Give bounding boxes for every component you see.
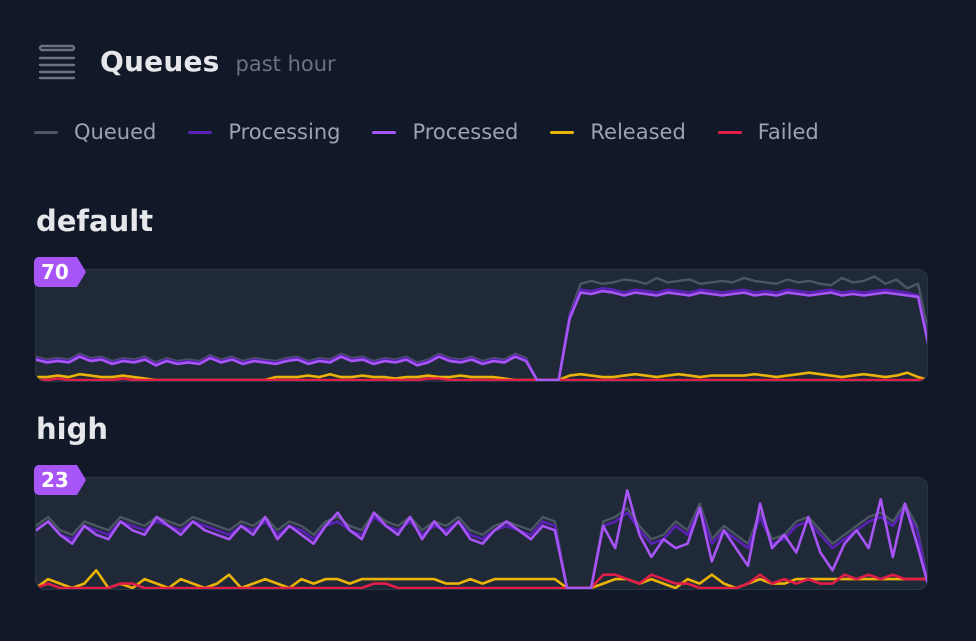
queue-chart-svg (36, 275, 927, 381)
max-value-badge: 70 (34, 257, 86, 287)
queue-list-icon (38, 44, 76, 80)
series-line-failed (36, 573, 927, 589)
page-subtitle: past hour (235, 52, 336, 76)
chart-legend: Queued Processing Processed Released Fai… (34, 120, 851, 144)
queue-chart-svg (36, 489, 927, 589)
page-title: Queues (100, 44, 220, 78)
legend-item-processed[interactable]: Processed (372, 120, 518, 144)
series-line-queued (36, 502, 927, 589)
queue-name-default: default (36, 204, 154, 238)
legend-label: Released (590, 120, 686, 144)
legend-swatch (34, 130, 58, 134)
legend-label: Queued (74, 120, 157, 144)
legend-label: Processed (412, 120, 519, 144)
legend-swatch (188, 130, 213, 134)
series-line-processing (36, 286, 927, 381)
series-line-failed (36, 377, 927, 381)
legend-item-released[interactable]: Released (550, 120, 686, 144)
queue-chart-high (35, 477, 928, 590)
legend-swatch (372, 130, 397, 134)
page-header: Queues past hour (38, 42, 336, 80)
legend-item-queued[interactable]: Queued (34, 120, 156, 144)
legend-item-failed[interactable]: Failed (717, 120, 819, 144)
legend-swatch (717, 130, 742, 134)
series-line-processed (36, 289, 927, 381)
series-line-processed (36, 489, 927, 589)
legend-label: Processing (228, 120, 341, 144)
queue-name-high: high (36, 412, 108, 446)
legend-item-processing[interactable]: Processing (188, 120, 340, 144)
legend-label: Failed (757, 120, 819, 144)
series-line-released (36, 569, 927, 589)
max-value-badge: 23 (34, 465, 86, 495)
queue-chart-default (35, 269, 928, 382)
legend-swatch (550, 130, 575, 134)
